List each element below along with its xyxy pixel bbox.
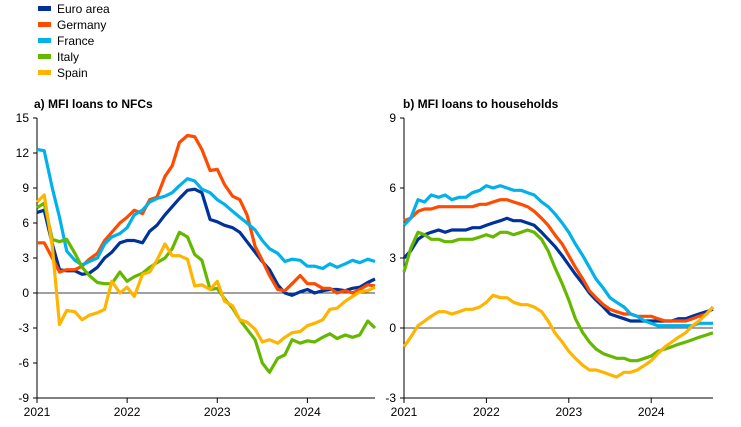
panel-title-b: b) MFI loans to households — [403, 97, 559, 111]
y-tick-label-b: 6 — [389, 181, 396, 195]
y-tick-label-a: 12 — [16, 146, 30, 160]
x-tick-label-a: 2023 — [204, 405, 231, 419]
series-line-a-germany — [37, 133, 376, 295]
legend-label-italy: Italy — [57, 50, 79, 64]
series-line-b-spain — [402, 293, 715, 379]
x-tick-label-b: 2022 — [473, 405, 500, 419]
legend-swatch-euro-area — [38, 6, 51, 11]
series-line-b-france — [402, 184, 713, 328]
legend: Euro area Germany France Italy Spain — [38, 2, 110, 80]
series-line-b-euro-area — [402, 216, 714, 323]
legend-label-germany: Germany — [57, 18, 106, 32]
x-tick-label-b: 2023 — [555, 405, 582, 419]
y-tick-label-a: -3 — [18, 321, 29, 335]
panel-b-household-loans: b) MFI loans to households -3 0 3 6 9 2021 2022… — [385, 97, 715, 419]
y-tick-label-b: -3 — [385, 391, 396, 405]
y-tick-label-b: 9 — [389, 111, 396, 125]
legend-swatch-france — [38, 38, 51, 43]
panel-a-nfc-loans: a) MFI loans to NFCs -9 -6 -3 0 3 6 9 12 15 2021 20… — [16, 97, 377, 419]
y-tick-label-a: 15 — [16, 111, 30, 125]
series-line-a-italy — [36, 201, 377, 374]
legend-label-france: France — [57, 34, 95, 48]
series-line-a-france — [36, 147, 376, 271]
y-tick-label-a: 0 — [22, 286, 29, 300]
x-tick-label-a: 2022 — [114, 405, 141, 419]
legend-swatch-spain — [38, 70, 51, 75]
x-tick-label-a: 2024 — [294, 405, 321, 419]
y-tick-label-a: -6 — [18, 356, 29, 370]
series-line-a-euro-area — [36, 187, 376, 297]
legend-label-euro-area: Euro area — [57, 2, 110, 16]
y-tick-label-a: 3 — [22, 251, 29, 265]
x-tick-label-b: 2021 — [391, 405, 418, 419]
panel-title-a: a) MFI loans to NFCs — [34, 97, 153, 111]
x-tick-label-a: 2021 — [24, 405, 51, 419]
legend-label-spain: Spain — [57, 66, 88, 80]
y-tick-label-a: 6 — [22, 216, 29, 230]
y-tick-label-b: 0 — [389, 321, 396, 335]
y-tick-label-b: 3 — [389, 251, 396, 265]
legend-swatch-germany — [38, 22, 51, 27]
x-tick-label-b: 2024 — [638, 405, 665, 419]
legend-swatch-italy — [38, 54, 51, 59]
y-tick-label-a: -9 — [18, 391, 29, 405]
series-line-a-spain — [35, 193, 376, 345]
series-line-b-germany — [403, 198, 715, 323]
y-tick-label-a: 9 — [22, 181, 29, 195]
